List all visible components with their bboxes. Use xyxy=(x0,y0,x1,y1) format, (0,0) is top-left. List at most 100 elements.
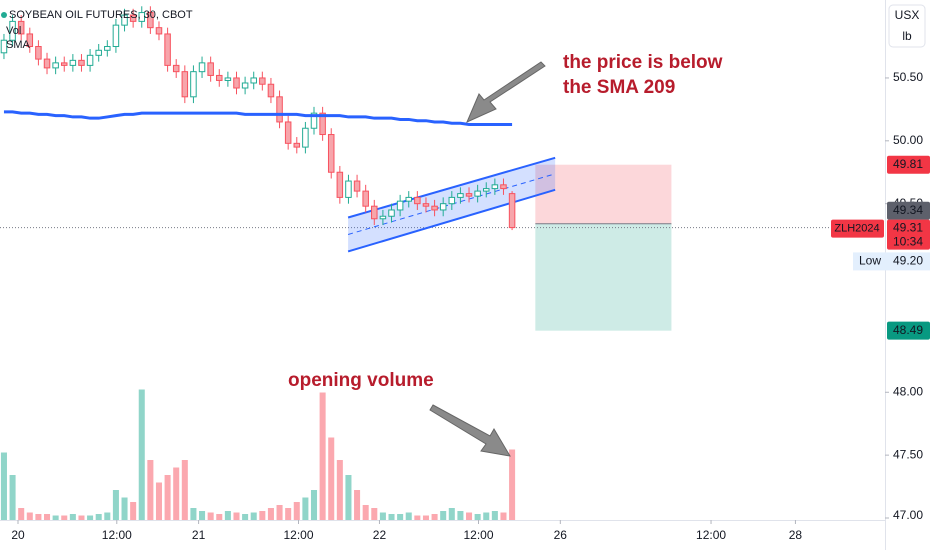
x-tick-label: 22 xyxy=(373,528,387,542)
volume-bar xyxy=(414,515,421,520)
candle-body xyxy=(362,190,369,207)
volume-bar xyxy=(319,392,326,520)
candle-body xyxy=(465,193,473,197)
y-tick-label: 47.50 xyxy=(893,447,923,461)
candle-body xyxy=(147,12,154,29)
volume-bar xyxy=(259,511,266,520)
chart-title: SOYBEAN OIL FUTURES, 30, CBOT xyxy=(9,9,193,21)
stop-zone xyxy=(535,164,672,224)
stop-label-bg xyxy=(887,155,930,174)
volume-bar xyxy=(87,515,94,520)
candle-body xyxy=(95,49,102,56)
volume-bar xyxy=(491,511,498,520)
volume-bar xyxy=(104,512,111,520)
candle-body xyxy=(26,33,34,48)
candle-body xyxy=(181,71,189,98)
candle-body xyxy=(129,14,137,22)
unit-box[interactable] xyxy=(888,4,926,48)
x-tick-label: 28 xyxy=(789,528,803,542)
volume-bar xyxy=(379,512,386,520)
volume-bar xyxy=(440,511,447,520)
volume-bar xyxy=(44,514,51,520)
candle-body xyxy=(198,62,206,73)
arrow xyxy=(429,404,511,457)
volume-bar xyxy=(147,460,154,520)
candle-body xyxy=(0,39,8,54)
entry-label-bg xyxy=(887,201,930,220)
channel-line xyxy=(347,188,556,253)
annotation: opening volume xyxy=(288,370,434,391)
volume-bar xyxy=(181,460,188,520)
volume-bar xyxy=(52,515,59,520)
channel-line xyxy=(347,156,556,219)
volume-bar xyxy=(130,502,137,520)
candle-body xyxy=(414,196,421,205)
candle-body xyxy=(52,62,59,69)
candle-body xyxy=(259,77,266,85)
y-tick-label: 48.00 xyxy=(893,384,923,398)
volume-bar xyxy=(448,508,455,520)
candle-body xyxy=(9,20,16,41)
volume-bar xyxy=(95,514,102,520)
sma-line xyxy=(3,110,513,126)
volume-bar xyxy=(199,511,206,520)
target-label-bg xyxy=(887,321,930,340)
volume-bar xyxy=(422,515,429,520)
volume-bar xyxy=(26,512,33,520)
volume-bar xyxy=(242,514,249,520)
symbol-label: ZLH2024 xyxy=(834,222,879,234)
candle-body xyxy=(216,74,223,81)
candle-body xyxy=(207,62,214,76)
candle-body xyxy=(172,64,180,73)
candle-body xyxy=(69,59,77,66)
candle-body xyxy=(35,46,42,60)
target-label: 48.49 xyxy=(893,323,923,337)
candle-body xyxy=(379,215,387,220)
candle-body xyxy=(78,59,85,66)
candle-body xyxy=(353,180,361,192)
volume-bar xyxy=(310,490,318,520)
candle-body xyxy=(439,203,447,211)
last-label-bg xyxy=(887,219,930,250)
status-dot xyxy=(1,12,7,18)
volume-bar xyxy=(216,514,223,520)
volume-bar xyxy=(61,515,68,520)
entry-label: 49.34 xyxy=(893,203,923,217)
volume-bar xyxy=(250,512,257,520)
volume-bar xyxy=(9,475,16,520)
last-label: 49.31 xyxy=(893,221,923,235)
volume-bar xyxy=(328,437,335,520)
candle-body xyxy=(431,205,438,211)
volume-bar xyxy=(431,514,438,520)
volume-bar xyxy=(138,389,145,520)
candle-body xyxy=(43,58,51,69)
candle-body xyxy=(457,193,464,198)
candle-body xyxy=(138,12,146,22)
volume-bar xyxy=(69,514,76,520)
candle-body xyxy=(164,33,171,66)
candle-body xyxy=(388,209,395,217)
candle-body xyxy=(500,184,507,190)
volume-bar xyxy=(190,508,197,520)
volume-bar xyxy=(78,515,85,520)
plot-area xyxy=(0,6,885,520)
volume-bar xyxy=(0,452,7,520)
volume-bar xyxy=(509,449,516,520)
volume-bar xyxy=(173,467,180,520)
stop-label: 49.81 xyxy=(893,157,923,171)
volume-bar xyxy=(354,490,361,520)
candle-body xyxy=(336,171,344,198)
volume-bar xyxy=(233,512,240,520)
candle-body xyxy=(371,205,378,220)
candle-body xyxy=(319,112,326,136)
volume-bar xyxy=(164,475,171,520)
volume-bar xyxy=(293,502,300,520)
volume-bar xyxy=(224,511,231,520)
volume-bar xyxy=(121,497,128,520)
x-tick-label: 20 xyxy=(11,528,25,542)
low-label: Low xyxy=(859,254,881,268)
arrow xyxy=(466,61,546,123)
volume-bar xyxy=(267,508,274,520)
candle-body xyxy=(310,112,318,129)
candle-body xyxy=(396,200,404,211)
